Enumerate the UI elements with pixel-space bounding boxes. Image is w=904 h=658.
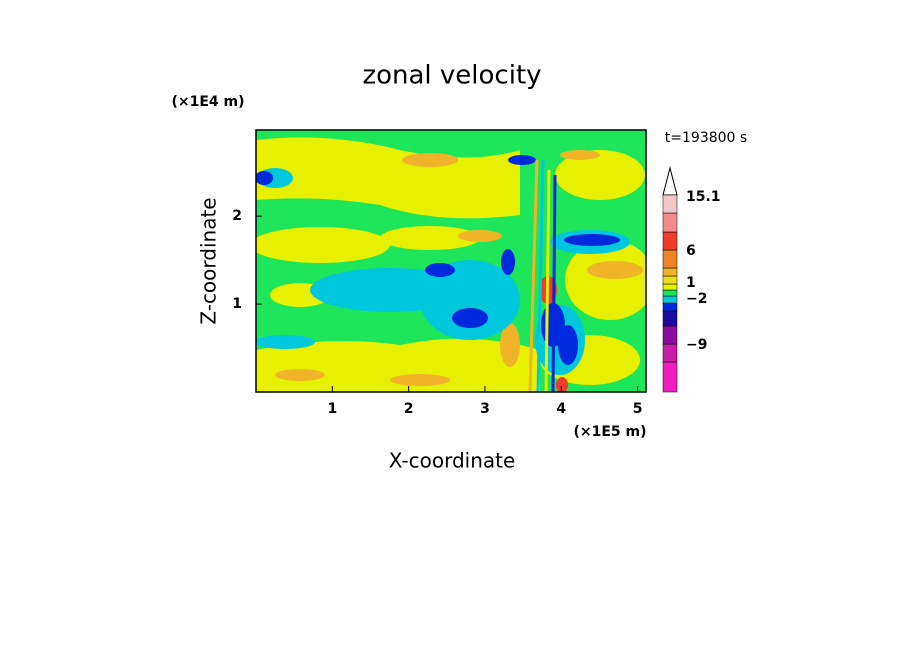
contour-field (256, 130, 646, 392)
colorbar-segment (662, 289, 678, 297)
colorbar-label: 15.1 (686, 189, 721, 205)
colorbar-arrow (662, 166, 678, 196)
colorbar-segment (662, 295, 678, 304)
x-tick-label: 2 (404, 401, 414, 417)
colorbar-label: −9 (686, 337, 707, 353)
colorbar-segment (662, 283, 678, 291)
colorbar-segment (662, 275, 678, 285)
x-axis-label: X-coordinate (389, 449, 516, 473)
y-tick-label: 2 (232, 208, 242, 224)
colorbar-segment (662, 194, 678, 214)
colorbar-label: 1 (686, 275, 696, 291)
colorbar-segment (662, 212, 678, 233)
y-tick-label: 1 (232, 296, 242, 312)
x-scale-label: (×1E5 m) (573, 424, 646, 440)
colorbar-label: 6 (686, 243, 696, 259)
time-label: t=193800 s (665, 130, 747, 146)
colorbar-segment (662, 231, 678, 251)
colorbar-label: −2 (686, 291, 707, 307)
colorbar-segment (662, 249, 678, 269)
chart-title: zonal velocity (362, 61, 541, 91)
y-axis-label: Z-coordinate (197, 197, 221, 324)
colorbar-segment (662, 267, 678, 277)
colorbar-segment (662, 361, 678, 393)
x-tick-label: 5 (633, 401, 643, 417)
y-scale-label: (×1E4 m) (171, 94, 244, 110)
x-tick-label: 3 (480, 401, 490, 417)
colorbar-segment (662, 310, 678, 327)
colorbar-segment (662, 325, 678, 345)
colorbar-segment (662, 343, 678, 363)
plot-frame (255, 129, 647, 393)
colorbar-segment (662, 302, 678, 312)
x-tick-label: 1 (327, 401, 337, 417)
x-tick-label: 4 (556, 401, 566, 417)
